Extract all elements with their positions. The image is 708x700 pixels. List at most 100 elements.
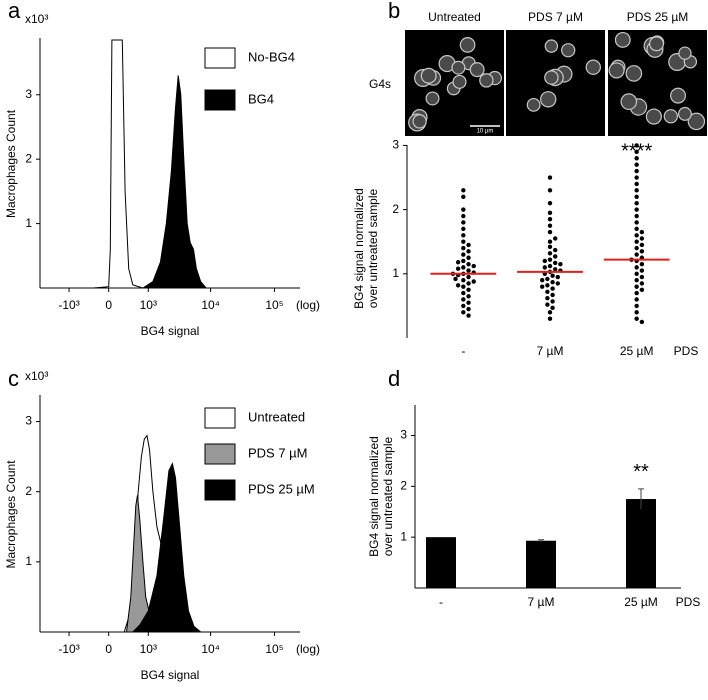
data-point — [555, 274, 560, 280]
image-column-label: Untreated — [428, 10, 481, 24]
data-point — [634, 200, 639, 206]
data-point — [471, 263, 476, 269]
y-tick-label: 1 — [25, 554, 32, 568]
data-point — [461, 226, 466, 232]
histogram-area — [141, 75, 208, 289]
y-tick-label: 1 — [25, 216, 32, 230]
data-point — [547, 316, 553, 321]
data-point — [634, 278, 639, 283]
panel-letter: d — [388, 366, 400, 391]
data-point — [634, 156, 639, 161]
data-point — [550, 292, 555, 298]
data-point — [639, 236, 645, 241]
image-column-label: PDS 7 µM — [528, 10, 583, 24]
data-point — [547, 251, 553, 256]
y-tick-label: 2 — [25, 484, 32, 498]
data-point — [639, 229, 645, 235]
data-point — [634, 149, 639, 155]
data-point — [553, 267, 558, 272]
legend-swatch — [204, 479, 236, 501]
panel-letter: a — [8, 0, 21, 23]
data-point — [461, 188, 466, 193]
data-point — [639, 281, 645, 286]
data-point — [466, 294, 471, 299]
x-axis-label: BG4 signal — [141, 668, 200, 682]
data-point — [453, 276, 458, 282]
data-point — [461, 233, 466, 238]
cell — [526, 97, 541, 112]
data-point — [639, 268, 645, 273]
cell — [608, 62, 625, 79]
data-point — [639, 319, 645, 325]
data-point — [639, 249, 645, 254]
legend-label: Untreated — [248, 409, 305, 424]
data-point — [634, 220, 639, 225]
data-point — [555, 281, 560, 286]
data-point — [550, 273, 555, 278]
legend-label: PDS 7 µM — [248, 445, 308, 460]
cell — [670, 87, 687, 104]
data-point — [545, 302, 550, 307]
x-tick-label: -10³ — [58, 298, 79, 312]
data-point — [634, 271, 639, 277]
x-tick-label: 10⁵ — [265, 298, 283, 312]
y-axis-label: over untreated sample — [366, 188, 380, 308]
x-tick-label: 25 µM — [624, 595, 658, 609]
data-point — [547, 175, 553, 180]
legend-label: No-BG4 — [248, 49, 295, 64]
data-point — [466, 255, 471, 260]
data-point — [466, 249, 471, 254]
data-point — [461, 278, 466, 283]
data-point — [542, 258, 547, 264]
data-point — [634, 239, 639, 244]
x-tick-label: 0 — [105, 298, 112, 312]
data-point — [634, 188, 639, 193]
data-point — [634, 303, 639, 309]
legend-label: PDS 25 µM — [248, 481, 315, 496]
bar — [626, 499, 656, 588]
cell — [687, 112, 706, 131]
cell — [663, 109, 678, 124]
data-point — [558, 261, 563, 267]
x-tick-label: 10⁴ — [201, 298, 220, 312]
data-point — [466, 274, 471, 280]
data-point — [550, 286, 555, 291]
data-point — [634, 168, 639, 174]
x-tick-label: 7 µM — [537, 344, 564, 358]
data-point — [461, 213, 466, 219]
data-point — [461, 252, 466, 257]
data-point — [639, 261, 645, 267]
data-point — [634, 290, 639, 296]
cell — [479, 73, 494, 88]
y-axis-label: over untreated sample — [381, 436, 395, 556]
data-point — [471, 279, 476, 284]
image-column-label: PDS 25 µM — [627, 10, 689, 24]
x-axis-label: PDS — [674, 344, 699, 358]
x-axis-label: BG4 signal — [141, 324, 200, 338]
data-point — [634, 175, 639, 180]
data-point — [461, 290, 466, 296]
y-axis-label: Macrophages Count — [4, 460, 18, 569]
y-axis-label: BG4 signal normalized — [352, 188, 366, 309]
x-scale-note: (log) — [296, 642, 320, 656]
data-point — [461, 245, 466, 251]
data-point — [547, 257, 553, 262]
cell — [645, 108, 662, 125]
x-tick-label: 0 — [105, 642, 112, 656]
panel-letter: c — [8, 366, 19, 391]
data-point — [542, 265, 547, 270]
data-point — [639, 287, 645, 293]
data-point — [466, 300, 471, 305]
data-point — [639, 274, 645, 280]
legend-label: BG4 — [248, 91, 274, 106]
data-point — [461, 239, 466, 244]
y-axis-label: BG4 signal normalized — [367, 436, 381, 557]
x-tick-label: 10⁵ — [265, 642, 283, 656]
data-point — [455, 283, 461, 288]
data-point — [545, 276, 550, 282]
cell — [625, 65, 643, 82]
x-tick-label: 10³ — [140, 298, 157, 312]
data-point — [545, 283, 550, 288]
